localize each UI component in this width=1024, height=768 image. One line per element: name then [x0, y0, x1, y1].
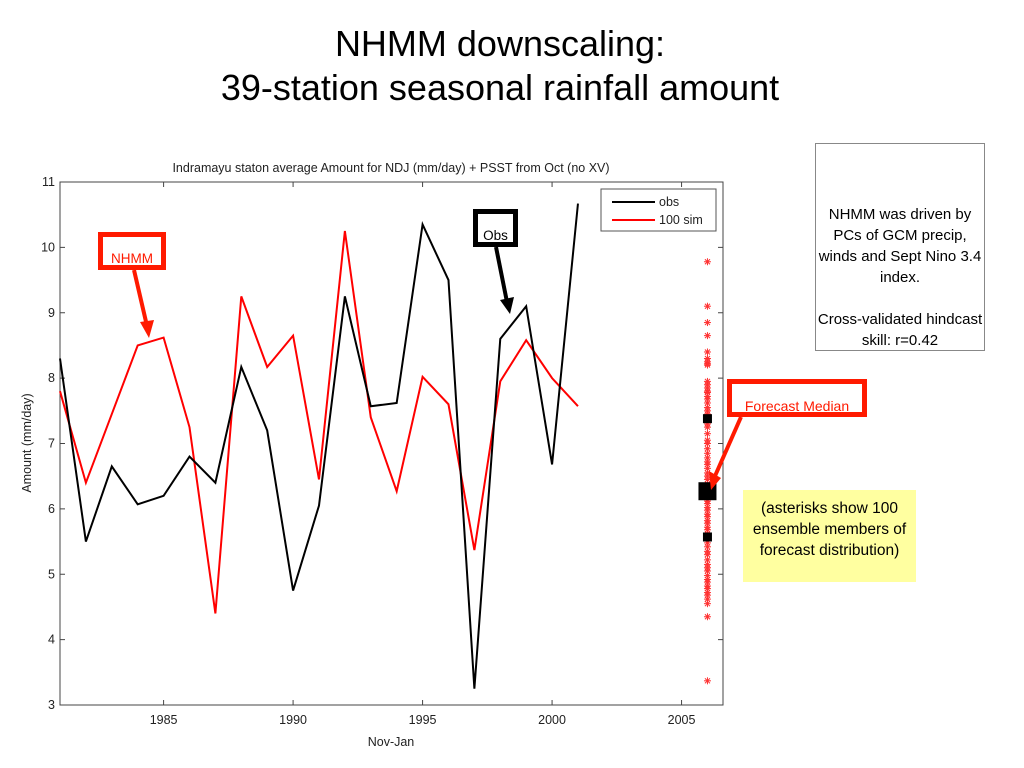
y-axis-label: Amount (mm/day) — [20, 393, 34, 492]
lower-tercile-marker — [702, 532, 712, 542]
ensemble-member-asterisk — [703, 430, 711, 438]
slide-title-line1: NHMM downscaling: — [334, 23, 666, 64]
chart-title: Indramayu staton average Amount for NDJ … — [172, 161, 609, 175]
y-tick-label: 7 — [48, 437, 55, 451]
x-axis: 1985 1990 1995 2000 2005 — [150, 182, 696, 727]
x-tick-label: 2005 — [668, 713, 696, 727]
legend-label-sim: 100 sim — [659, 213, 703, 227]
model-description-note: NHMM was driven by PCs of GCM precip, wi… — [815, 143, 985, 351]
model-description-text: NHMM was driven by PCs of GCM precip, wi… — [818, 206, 982, 286]
x-tick-label: 2000 — [538, 713, 566, 727]
y-tick-label: 4 — [48, 633, 55, 647]
ensemble-member-asterisk — [703, 332, 711, 340]
ensemble-member-asterisk — [703, 361, 711, 369]
x-axis-label: Nov-Jan — [368, 735, 415, 749]
forecast-median-callout-label: Forecast Median — [744, 398, 850, 414]
forecast-median-callout: Forecast Median — [727, 379, 867, 417]
legend: obs 100 sim — [600, 188, 717, 232]
x-tick-label: 1990 — [279, 713, 307, 727]
y-tick-label: 10 — [41, 240, 55, 254]
obs-arrow — [494, 246, 514, 314]
series-line-obs — [59, 203, 579, 689]
series-layer — [59, 203, 579, 689]
nhmm-callout: NHMM — [98, 232, 166, 270]
nhmm-arrow — [132, 269, 154, 338]
obs-callout-label: Obs — [483, 228, 508, 243]
plot-area — [59, 181, 724, 706]
ensemble-member-asterisk — [703, 613, 711, 621]
y-tick-label: 8 — [48, 371, 55, 385]
ensemble-member-asterisk — [703, 348, 711, 356]
series-line-100-sim — [59, 230, 579, 614]
legend-box — [600, 188, 717, 232]
y-tick-label: 11 — [42, 175, 55, 189]
ensemble-member-asterisk — [703, 319, 711, 327]
y-tick-label: 9 — [48, 306, 55, 320]
upper-tercile-marker — [702, 414, 712, 424]
nhmm-callout-label: NHMM — [111, 251, 153, 266]
ensemble-member-asterisk — [703, 556, 711, 564]
slide-title: NHMM downscaling: 39-station seasonal ra… — [0, 22, 1000, 110]
y-tick-label: 5 — [48, 567, 55, 581]
asterisk-explanation-text: (asterisks show 100 ensemble members of … — [752, 500, 907, 559]
y-tick-label: 3 — [48, 698, 55, 712]
forecast-median-arrow — [709, 416, 743, 490]
y-tick-label: 6 — [48, 502, 55, 516]
ensemble-member-asterisk — [703, 677, 711, 685]
slide-title-line2: 39-station seasonal rainfall amount — [220, 67, 780, 108]
asterisk-explanation-note: (asterisks show 100 ensemble members of … — [743, 490, 916, 582]
ensemble-member-asterisk — [703, 449, 711, 457]
x-tick-label: 1995 — [409, 713, 437, 727]
ensemble-member-asterisk — [703, 258, 711, 266]
y-axis: 3 4 5 6 7 8 9 10 11 — [41, 175, 723, 712]
hindcast-skill-text: Cross-validated hindcast skill: r=0.42 — [817, 311, 983, 349]
ensemble-member-asterisk — [703, 302, 711, 310]
ensemble-member-asterisk — [703, 600, 711, 608]
obs-callout: Obs — [473, 209, 518, 247]
legend-label-obs: obs — [659, 195, 679, 209]
ensemble-member-asterisk — [703, 423, 711, 431]
forecast-layer — [698, 258, 717, 685]
ensemble-member-asterisk — [703, 595, 711, 603]
x-tick-label: 1985 — [150, 713, 178, 727]
